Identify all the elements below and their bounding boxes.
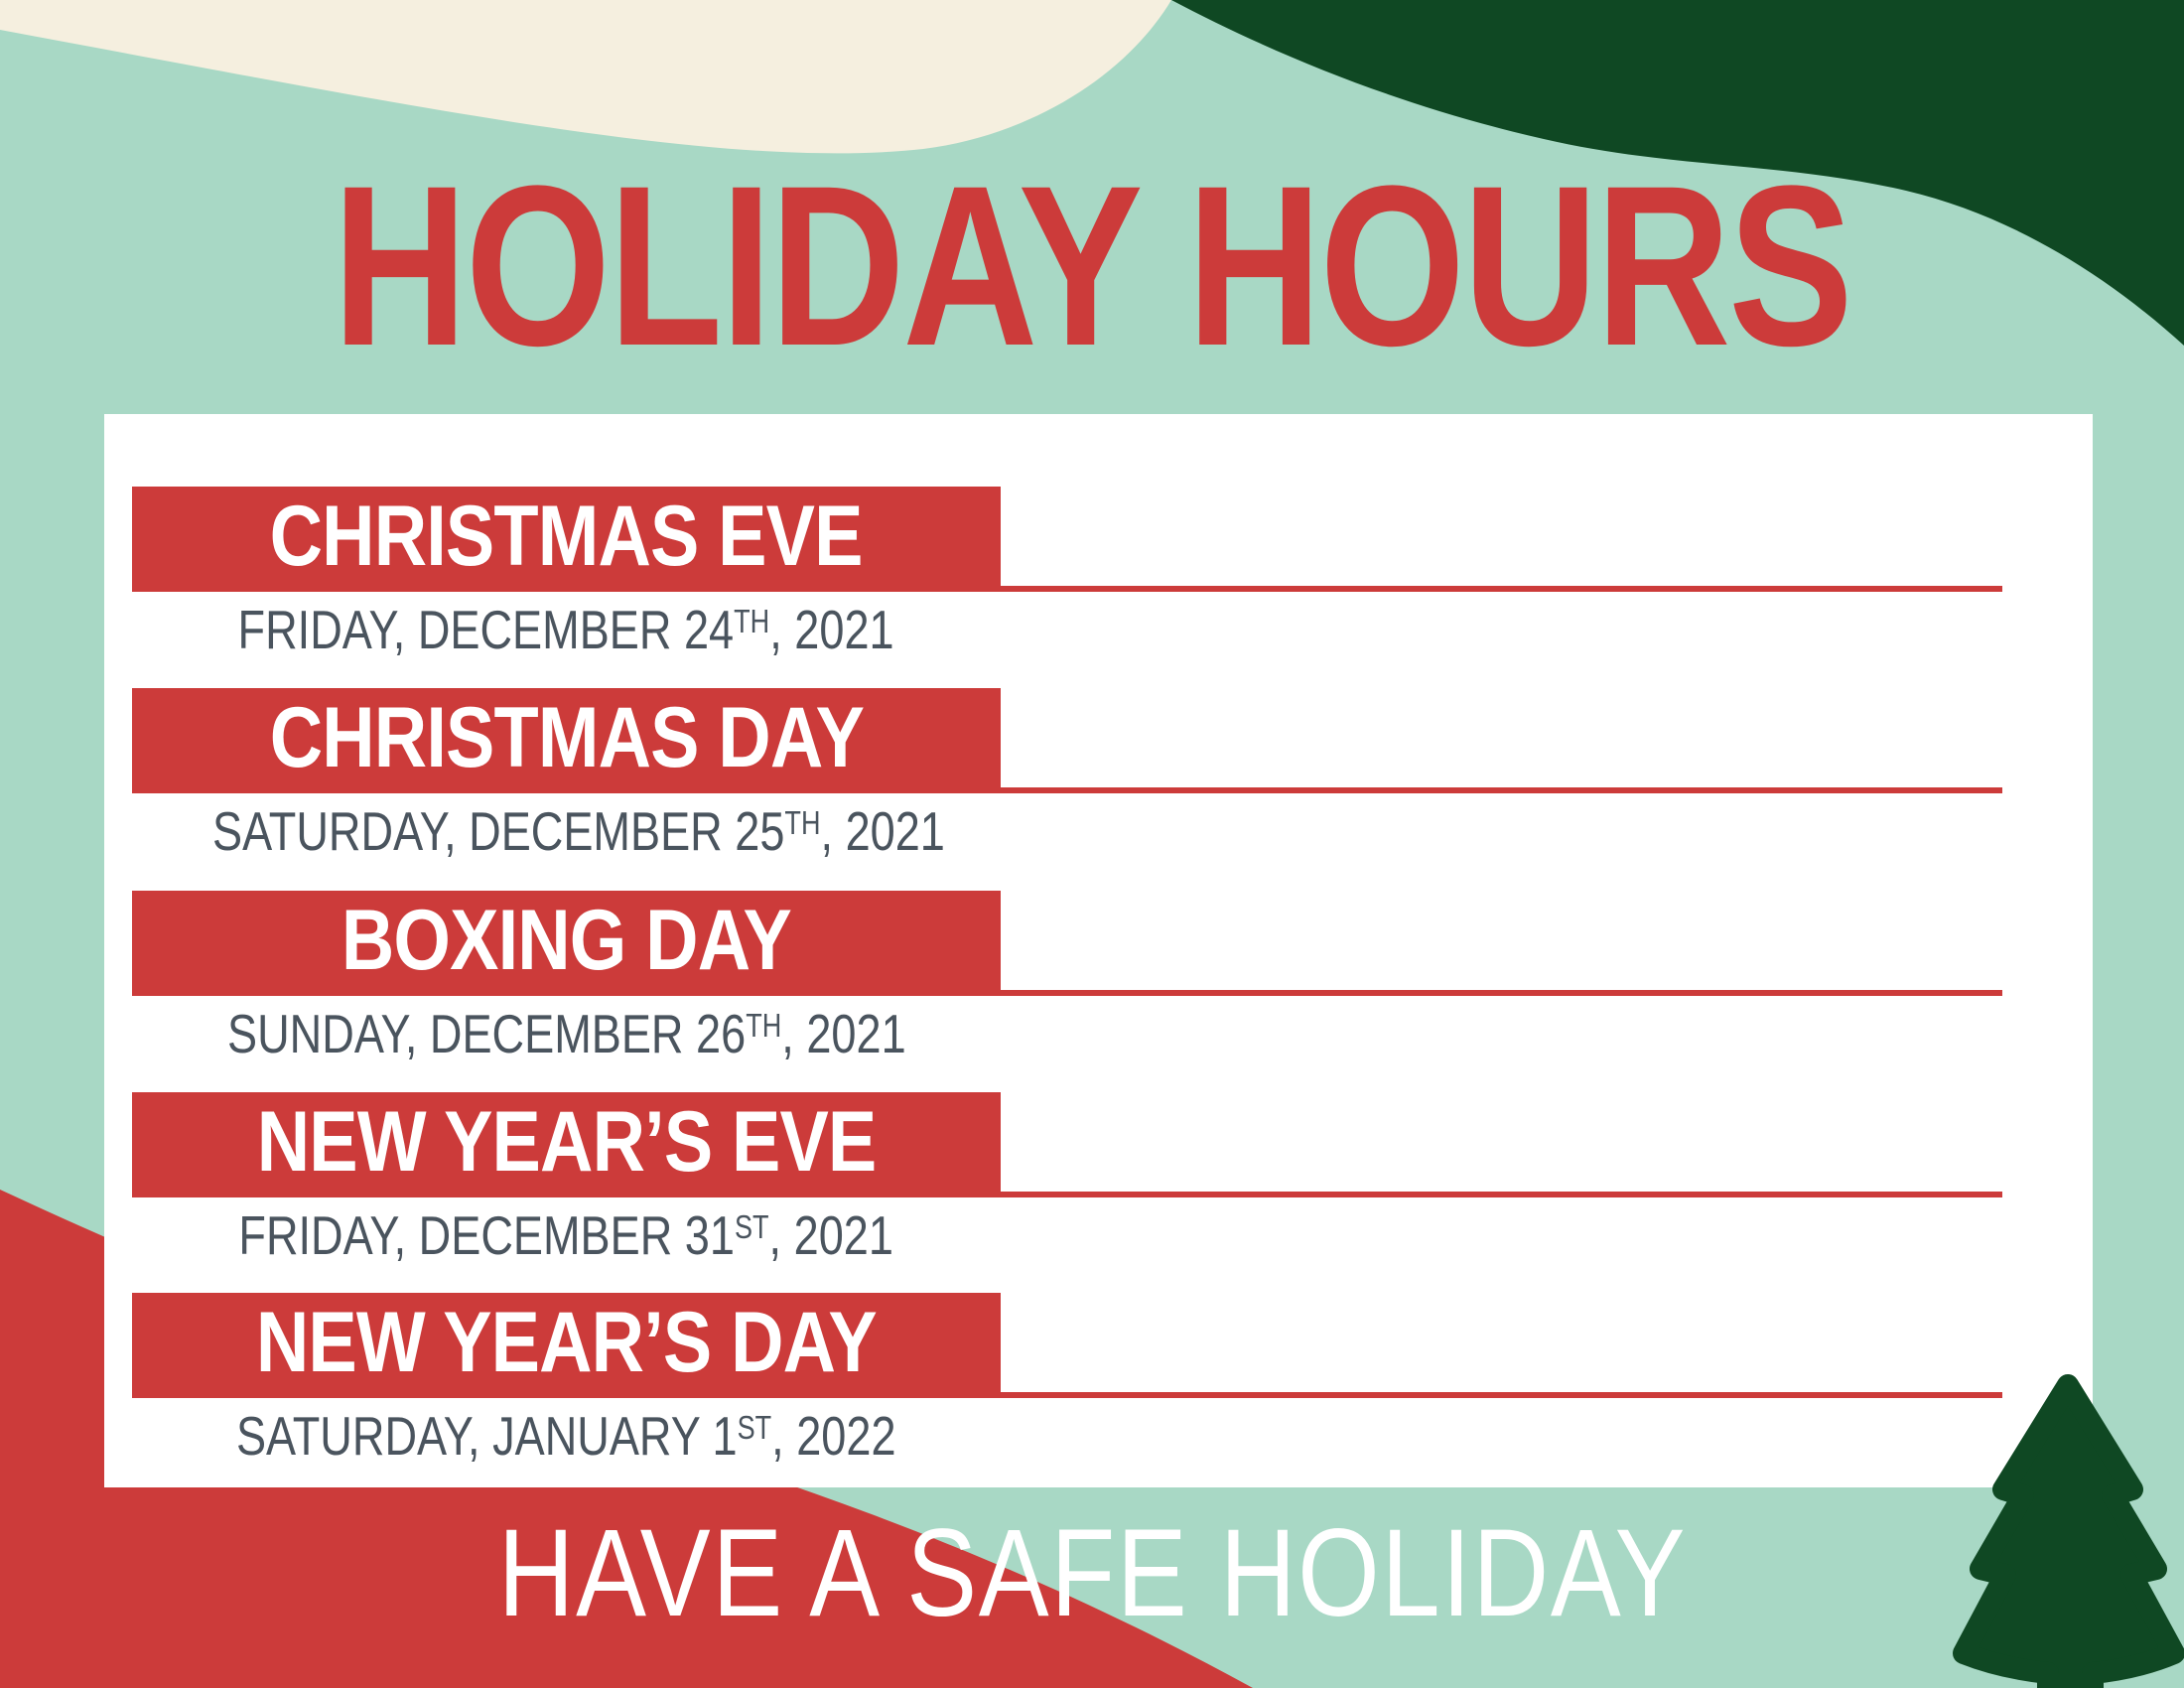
- hours-line: [1001, 586, 2002, 592]
- holiday-row: CHRISTMAS EVE FRIDAY, DECEMBER 24TH, 202…: [104, 487, 2093, 685]
- date-year: , 2021: [769, 599, 895, 660]
- holiday-date: SATURDAY, JANUARY 1ST, 2022: [132, 1404, 1001, 1468]
- footer-message: HAVE A SAFE HOLIDAY: [0, 1511, 2184, 1635]
- date-text: FRIDAY, DECEMBER 24: [237, 599, 735, 660]
- holiday-banner: CHRISTMAS DAY: [132, 688, 1001, 793]
- christmas-tree-shape: [1953, 1374, 2184, 1688]
- holiday-name: NEW YEAR’S EVE: [256, 1094, 877, 1190]
- hours-line: [1001, 1192, 2002, 1197]
- page-title-text: HOLIDAY HOURS: [333, 138, 1853, 393]
- holiday-name: NEW YEAR’S DAY: [255, 1295, 878, 1390]
- holiday-row: BOXING DAY SUNDAY, DECEMBER 26TH, 2021: [104, 891, 2093, 1089]
- holiday-date: FRIDAY, DECEMBER 31ST, 2021: [132, 1203, 1001, 1267]
- date-text: SATURDAY, JANUARY 1: [236, 1405, 738, 1467]
- hours-line: [1001, 787, 2002, 793]
- holiday-name: CHRISTMAS DAY: [269, 690, 864, 785]
- date-ordinal: TH: [734, 603, 770, 639]
- date-text: SUNDAY, DECEMBER 26: [226, 1003, 746, 1064]
- holiday-banner: NEW YEAR’S DAY: [132, 1293, 1001, 1398]
- holiday-name: BOXING DAY: [341, 893, 792, 988]
- page-title: HOLIDAY HOURS: [0, 152, 2184, 380]
- cream-wave: [0, 0, 1171, 154]
- date-ordinal: ST: [735, 1208, 769, 1245]
- date-text: SATURDAY, DECEMBER 25: [211, 800, 785, 862]
- holiday-banner: NEW YEAR’S EVE: [132, 1092, 1001, 1197]
- hours-card: CHRISTMAS EVE FRIDAY, DECEMBER 24TH, 202…: [104, 414, 2093, 1487]
- holiday-date: SUNDAY, DECEMBER 26TH, 2021: [132, 1002, 1001, 1065]
- hours-line: [1001, 1392, 2002, 1398]
- date-year: , 2021: [768, 1204, 894, 1266]
- date-text: FRIDAY, DECEMBER 31: [238, 1204, 736, 1266]
- date-year: , 2021: [820, 800, 945, 862]
- holiday-banner: BOXING DAY: [132, 891, 1001, 996]
- holiday-row: CHRISTMAS DAY SATURDAY, DECEMBER 25TH, 2…: [104, 688, 2093, 887]
- dark-green-wave: [1171, 0, 2184, 346]
- holiday-row: NEW YEAR’S EVE FRIDAY, DECEMBER 31ST, 20…: [104, 1092, 2093, 1291]
- date-year: , 2022: [771, 1405, 896, 1467]
- christmas-tree-icon: [1953, 1374, 2184, 1688]
- date-ordinal: ST: [737, 1409, 772, 1446]
- hours-line: [1001, 990, 2002, 996]
- holiday-banner: CHRISTMAS EVE: [132, 487, 1001, 592]
- holiday-row: NEW YEAR’S DAY SATURDAY, JANUARY 1ST, 20…: [104, 1293, 2093, 1491]
- holiday-name: CHRISTMAS EVE: [269, 489, 864, 584]
- footer-message-text: HAVE A SAFE HOLIDAY: [497, 1504, 1687, 1642]
- date-ordinal: TH: [745, 1007, 781, 1044]
- holiday-date: FRIDAY, DECEMBER 24TH, 2021: [132, 598, 1001, 661]
- date-year: , 2021: [780, 1003, 906, 1064]
- date-ordinal: TH: [784, 804, 821, 841]
- holiday-date: SATURDAY, DECEMBER 25TH, 2021: [132, 799, 1001, 863]
